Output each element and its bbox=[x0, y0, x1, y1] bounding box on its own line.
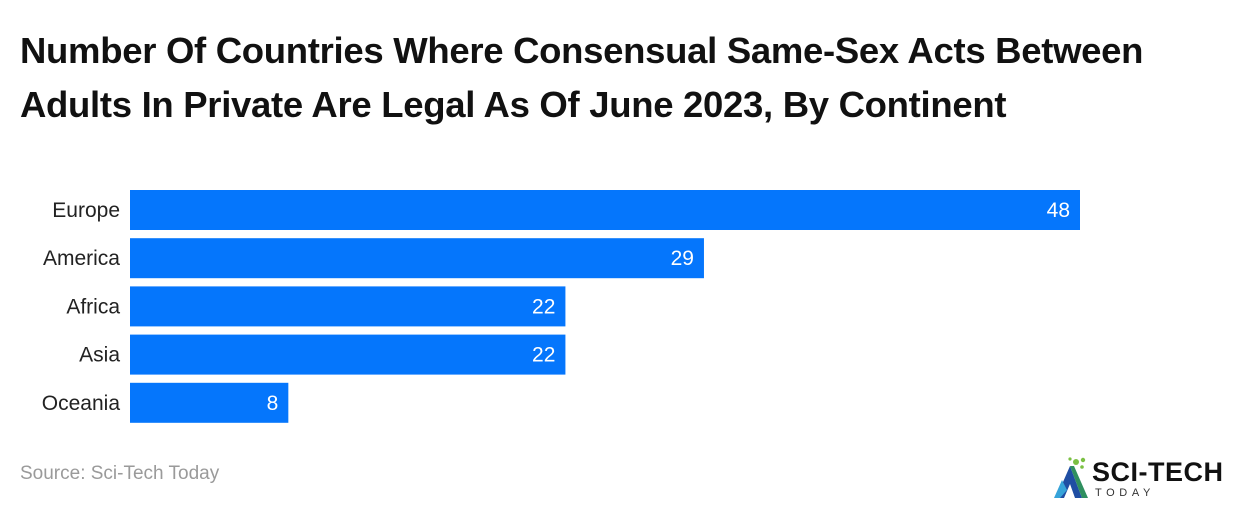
logo-name: SCI-TECH bbox=[1092, 457, 1224, 487]
category-label-oceania: Oceania bbox=[42, 392, 121, 415]
category-label-asia: Asia bbox=[79, 344, 120, 367]
bar-europe bbox=[130, 190, 1080, 230]
chart-title: Number Of Countries Where Consensual Sam… bbox=[20, 30, 1144, 125]
bar-america bbox=[130, 238, 704, 279]
bar-oceania bbox=[130, 382, 289, 423]
category-label-africa: Africa bbox=[66, 295, 120, 318]
category-label-europe: Europe bbox=[52, 199, 120, 222]
logo-mark-icon bbox=[1054, 457, 1088, 498]
value-label-africa: 22 bbox=[532, 295, 555, 318]
sci-tech-logo: SCI-TECH TODAY bbox=[1052, 456, 1232, 502]
bar-asia bbox=[130, 334, 566, 375]
bar-chart: Europe 48 America 29 Africa 22 Asia 22 Oceania 8 bbox=[42, 190, 1080, 423]
category-label-america: America bbox=[43, 247, 120, 270]
bars-group: Europe 48 America 29 Africa 22 Asia 22 Oceania 8 bbox=[42, 190, 1080, 423]
bar-africa bbox=[130, 286, 566, 327]
source-note: Source: Sci-Tech Today bbox=[20, 463, 220, 484]
value-label-oceania: 8 bbox=[267, 392, 279, 415]
logo-subtitle: TODAY bbox=[1095, 487, 1155, 499]
value-label-asia: 22 bbox=[532, 344, 555, 367]
value-label-europe: 48 bbox=[1047, 199, 1070, 222]
value-label-america: 29 bbox=[671, 247, 694, 270]
